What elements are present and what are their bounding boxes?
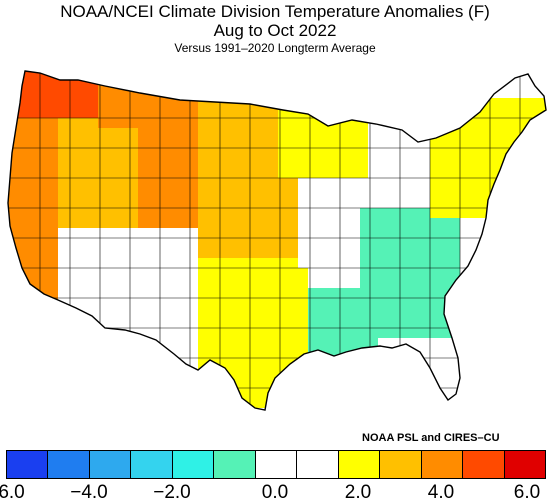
legend-tick: 6.0 xyxy=(513,482,541,503)
legend-tick: 4.0 xyxy=(427,482,455,503)
us-outline xyxy=(7,70,547,411)
legend-color-swatch xyxy=(503,450,547,479)
region-southwest xyxy=(58,228,148,338)
region-central-plains xyxy=(198,178,298,258)
legend-color-swatch xyxy=(130,450,173,479)
legend-color-swatch xyxy=(6,450,49,479)
legend-color-swatch xyxy=(337,450,381,479)
legend-color-swatch xyxy=(296,450,339,479)
legend-tick: −4.0 xyxy=(70,482,108,503)
map-title: NOAA/NCEI Climate Division Temperature A… xyxy=(60,2,490,21)
region-florida xyxy=(378,338,468,410)
region-california xyxy=(8,118,58,308)
us-temperature-anomaly-map xyxy=(7,70,547,411)
legend-color-swatch xyxy=(88,450,132,479)
color-legend xyxy=(6,450,547,479)
legend-color-swatch xyxy=(254,450,298,479)
legend-color-swatch xyxy=(47,450,90,479)
map-period: Aug to Oct 2022 xyxy=(213,21,337,40)
region-great-basin xyxy=(58,118,138,228)
region-northern-plains xyxy=(198,98,278,178)
region-four-corners xyxy=(148,228,198,338)
credit-label: NOAA PSL and CIRES–CU xyxy=(362,432,500,444)
map-baseline: Versus 1991–2020 Longterm Average xyxy=(174,41,376,55)
legend-color-swatch xyxy=(462,450,505,479)
legend-color-swatch xyxy=(171,450,215,479)
legend-color-swatch xyxy=(213,450,256,479)
legend-ticks: −6.0 −4.0 −2.0 0.0 2.0 4.0 6.0 xyxy=(0,482,550,504)
legend-color-swatch xyxy=(379,450,422,479)
region-upper-midwest xyxy=(278,98,368,178)
legend-tick: 2.0 xyxy=(344,482,372,503)
legend-tick: −6.0 xyxy=(0,482,25,503)
legend-color-swatch xyxy=(420,450,464,479)
region-texas-oklahoma xyxy=(198,258,308,408)
legend-tick: −2.0 xyxy=(153,482,191,503)
legend-tick: 0.0 xyxy=(261,482,289,503)
